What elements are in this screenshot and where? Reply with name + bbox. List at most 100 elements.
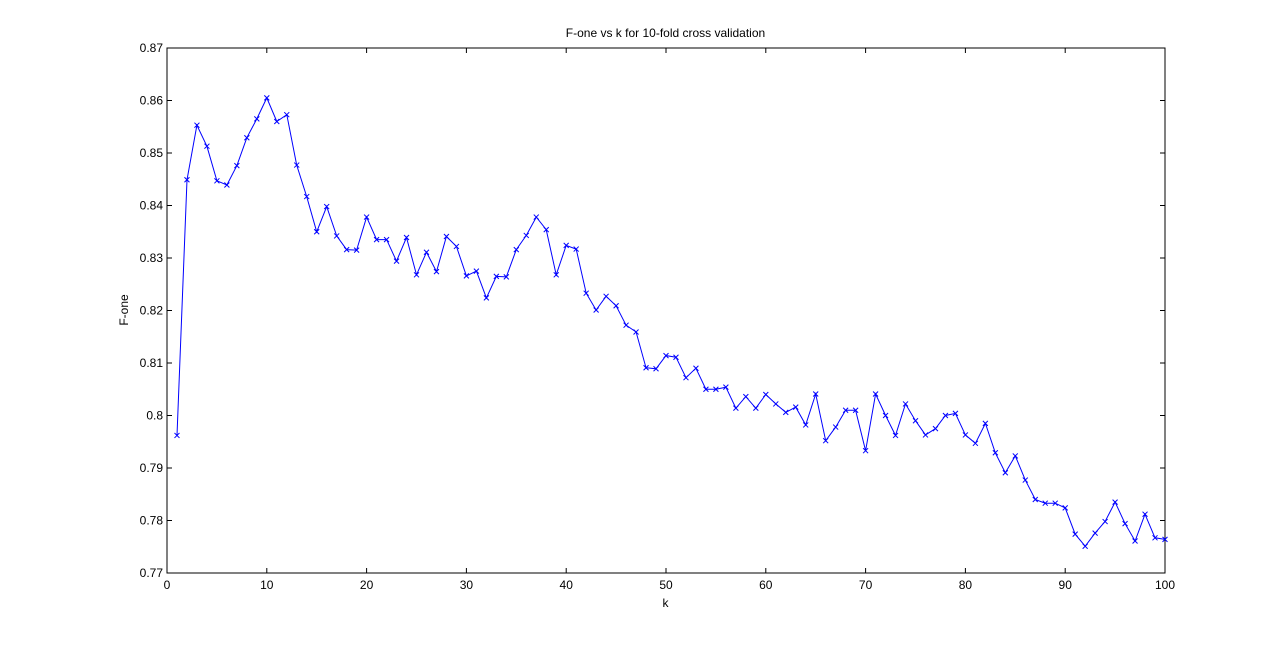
- data-point-marker: [942, 412, 949, 419]
- data-point-marker: [513, 246, 520, 253]
- data-point-marker: [1042, 500, 1049, 507]
- data-point-marker: [533, 214, 540, 220]
- data-point-marker: [733, 405, 739, 412]
- data-point-marker: [1082, 543, 1089, 550]
- data-point-marker: [723, 384, 729, 391]
- data-point-marker: [742, 393, 749, 400]
- data-point-marker: [842, 407, 849, 414]
- data-point-marker: [992, 449, 999, 456]
- data-point-marker: [323, 203, 330, 210]
- data-point-marker: [1012, 453, 1019, 459]
- data-point-marker: [373, 236, 380, 243]
- data-point-marker: [453, 243, 460, 250]
- data-point-marker: [1122, 520, 1128, 527]
- data-point-marker: [363, 214, 370, 220]
- data-point-marker: [234, 162, 240, 169]
- y-tick-label: 0.81: [140, 356, 164, 370]
- data-point-marker: [792, 404, 799, 410]
- data-point-marker: [752, 405, 759, 412]
- y-tick-label: 0.78: [140, 514, 164, 528]
- y-tick-label: 0.87: [140, 41, 164, 55]
- data-point-marker: [224, 182, 230, 188]
- x-tick-label: 10: [260, 578, 274, 592]
- data-point-marker: [493, 273, 500, 280]
- data-point-marker: [962, 432, 969, 438]
- data-point-marker: [882, 412, 889, 419]
- y-axis-label: F-one: [117, 294, 131, 326]
- data-point-marker: [613, 302, 619, 309]
- data-point-marker: [553, 271, 560, 278]
- data-point-marker: [1002, 469, 1009, 476]
- data-point-marker: [273, 118, 280, 125]
- data-point-marker: [473, 268, 480, 274]
- data-point-marker: [523, 232, 530, 239]
- data-point-marker: [543, 226, 550, 233]
- data-point-marker: [403, 234, 410, 241]
- data-point-marker: [303, 193, 310, 200]
- x-tick-label: 20: [360, 578, 374, 592]
- x-tick-label: 80: [959, 578, 973, 592]
- data-point-marker: [483, 295, 490, 301]
- data-point-marker: [1152, 534, 1158, 541]
- data-point-marker: [902, 401, 909, 407]
- data-point-marker: [503, 274, 510, 280]
- data-point-marker: [972, 440, 979, 447]
- data-point-marker: [892, 432, 899, 439]
- data-point-marker: [1162, 536, 1168, 543]
- data-point-marker: [253, 116, 260, 122]
- data-point-marker: [703, 386, 709, 393]
- data-point-marker: [1022, 477, 1029, 483]
- x-tick-label: 70: [859, 578, 873, 592]
- plot-axes: 0 10 20 30 40 50 60 70 80 90 100 0.77 0.78 0.79 0.8 0.8…: [140, 41, 1176, 592]
- data-point-marker: [383, 236, 390, 243]
- data-point-marker: [982, 420, 989, 427]
- x-tick-label: 90: [1059, 578, 1073, 592]
- data-point-marker: [912, 417, 919, 424]
- data-point-marker: [573, 246, 580, 252]
- data-point-marker: [293, 162, 300, 168]
- data-point-marker: [832, 424, 839, 430]
- data-point-marker: [283, 111, 290, 118]
- data-series: [174, 95, 1168, 550]
- data-point-marker: [1032, 496, 1039, 503]
- y-tick-label: 0.8: [146, 409, 163, 423]
- x-tick-label: 0: [164, 578, 171, 592]
- data-point-marker: [603, 293, 609, 300]
- data-point-marker: [922, 432, 929, 438]
- y-tick-label: 0.82: [140, 304, 164, 318]
- y-tick-label: 0.86: [140, 94, 164, 108]
- data-point-marker: [633, 329, 639, 335]
- data-point-marker: [563, 242, 570, 249]
- data-point-marker: [812, 391, 819, 397]
- data-point-marker: [583, 290, 590, 297]
- data-point-marker: [263, 95, 270, 101]
- data-point-marker: [433, 268, 440, 275]
- data-point-marker: [872, 391, 879, 397]
- data-point-marker: [413, 271, 420, 278]
- y-tick-label: 0.85: [140, 146, 164, 160]
- data-point-marker: [343, 246, 350, 253]
- data-point-marker: [653, 365, 659, 372]
- data-point-marker: [593, 307, 599, 313]
- data-point-marker: [643, 364, 649, 371]
- data-point-marker: [243, 134, 250, 141]
- data-point-marker: [822, 437, 829, 444]
- data-point-marker: [423, 249, 430, 256]
- data-point-marker: [353, 247, 360, 253]
- data-point-marker: [782, 409, 789, 416]
- data-point-marker: [852, 407, 859, 414]
- data-point-marker: [393, 258, 400, 265]
- y-tick-label: 0.79: [140, 461, 164, 475]
- data-point-marker: [1092, 530, 1098, 536]
- data-point-marker: [174, 432, 180, 439]
- data-point-marker: [623, 322, 629, 329]
- x-tick-label: 50: [659, 578, 673, 592]
- data-point-marker: [194, 122, 200, 129]
- y-tick-label: 0.83: [140, 251, 164, 265]
- data-point-marker: [952, 410, 959, 417]
- data-point-marker: [463, 272, 470, 279]
- x-tick-label: 100: [1155, 578, 1175, 592]
- data-point-marker: [683, 374, 689, 381]
